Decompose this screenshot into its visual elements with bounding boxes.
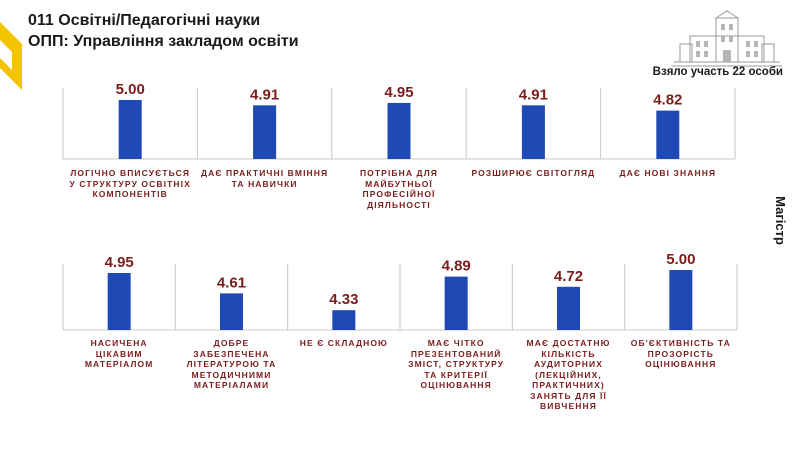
bottom-value-label-5: 4.72: [554, 268, 583, 285]
title-line-2: ОПП: Управління закладом освіти: [28, 33, 299, 50]
bottom-bar-3: [332, 310, 356, 330]
top-bar-3: [387, 102, 411, 159]
bottom-value-label-4: 4.89: [442, 258, 471, 275]
title-line-1: 011 Освітні/Педагогічні науки: [28, 12, 261, 29]
bottom-category-label-1: Насичена цікавим матеріалом: [84, 338, 154, 369]
bottom-value-label-3: 4.33: [329, 291, 358, 308]
page-title: 011 Освітні/Педагогічні науки ОПП: Управ…: [28, 10, 299, 52]
bottom-bar-6: [669, 270, 693, 330]
bottom-value-label-2: 4.61: [217, 274, 246, 291]
top-value-label-4: 4.91: [519, 86, 548, 103]
bottom-value-label-1: 4.95: [105, 254, 134, 271]
bottom-category-label-5: Має достатню кількість аудиторних (лекці…: [526, 338, 611, 411]
top-bar-2: [253, 105, 277, 159]
top-bar-5: [656, 110, 680, 159]
top-value-label-5: 4.82: [653, 92, 682, 109]
bottom-bar-2: [220, 293, 243, 330]
bottom-bar-5: [557, 286, 580, 330]
bottom-category-label-3: Не є складною: [299, 338, 388, 348]
top-category-label-4: Розширює світогляд: [471, 168, 596, 178]
top-bar-1: [118, 100, 142, 159]
participants-count: Взяло участь 22 особи: [652, 66, 783, 78]
top-category-label-3: Потрібна для майбутньої професійної діял…: [359, 168, 438, 210]
bottom-value-label-6: 5.00: [666, 251, 695, 268]
top-category-label-2: Дає практичні вміння та навички: [200, 168, 329, 189]
top-value-label-3: 4.95: [384, 84, 413, 101]
corner-accent-shape: [0, 22, 22, 90]
bottom-bar-1: [107, 273, 131, 330]
top-category-label-5: Дає нові знання: [619, 168, 717, 178]
bottom-category-label-4: Має чітко презентований зміст, структуру…: [408, 338, 505, 390]
top-bar-4: [521, 105, 545, 159]
top-value-label-2: 4.91: [250, 86, 279, 103]
bottom-bar-4: [444, 276, 468, 330]
university-building-logo: [672, 10, 782, 67]
top-category-label-1: Логічно вписується у структуру освітніх …: [69, 168, 191, 199]
top-value-label-1: 5.00: [116, 81, 145, 98]
bottom-category-label-6: Об'єктивність та прозорість оцінювання: [630, 338, 731, 369]
bottom-category-label-2: Добре забезпечена літературою та методич…: [186, 338, 277, 390]
